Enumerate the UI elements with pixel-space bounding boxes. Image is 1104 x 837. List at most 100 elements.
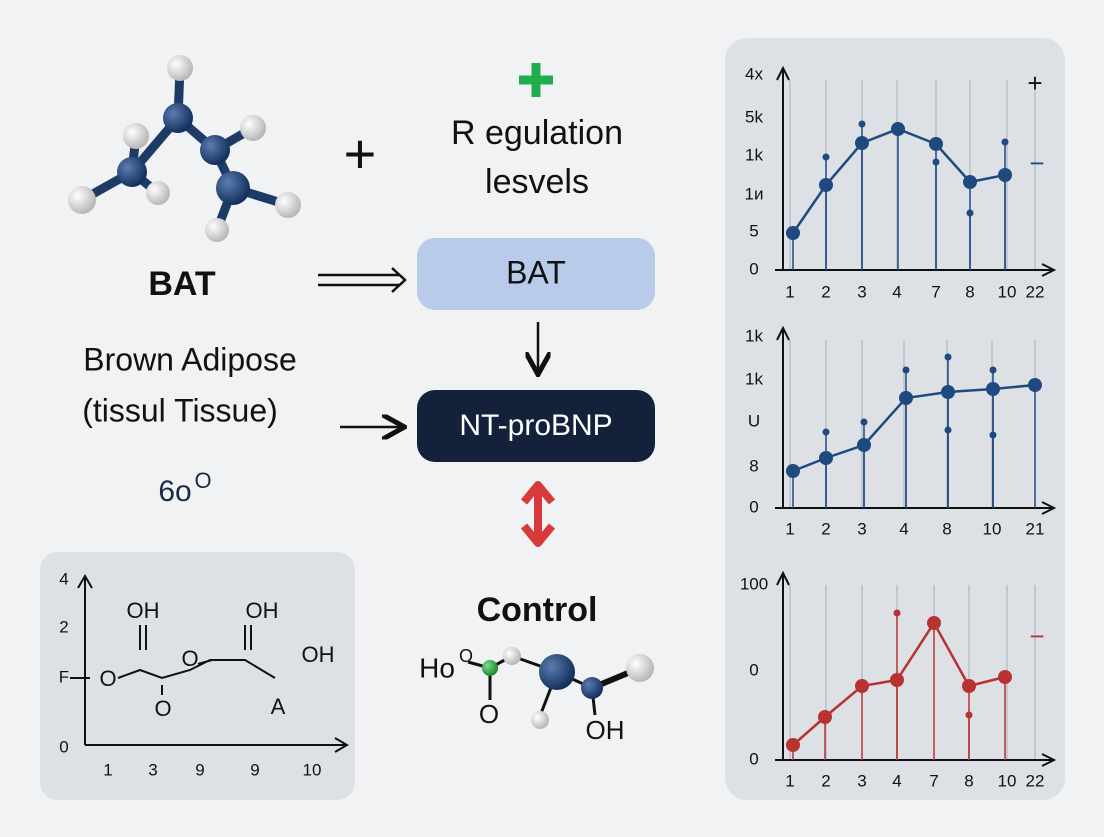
dot <box>962 679 976 693</box>
tick-label: 4 <box>892 282 901 301</box>
code-sup: O <box>194 468 211 493</box>
tick-label: 4 <box>59 569 68 588</box>
tick-label: 4 <box>892 771 901 790</box>
atom: A <box>271 694 286 719</box>
dot <box>944 426 952 434</box>
tick-label: 10 <box>998 771 1017 790</box>
node-label: NT-proBNP <box>459 409 612 442</box>
axes <box>77 574 349 753</box>
plus: + <box>344 122 377 185</box>
tick-label: 3 <box>857 519 866 538</box>
dot <box>902 366 910 374</box>
tick-label: U <box>748 411 760 430</box>
tick-label: 1k <box>745 326 763 345</box>
dot <box>965 711 973 719</box>
dot <box>857 438 871 452</box>
dot <box>927 616 941 630</box>
node <box>417 238 655 310</box>
dot <box>966 209 974 217</box>
label: BAT <box>148 265 216 303</box>
atom: O <box>181 646 198 671</box>
tick-label: 10 <box>998 282 1017 301</box>
atom: O <box>459 646 473 666</box>
node <box>417 390 655 462</box>
tick-label: 100 <box>740 574 768 593</box>
tick-label: 0 <box>749 497 758 516</box>
node-label: BAT <box>506 254 566 290</box>
dot <box>1028 378 1042 392</box>
tick-label: 1k <box>745 369 763 388</box>
panel <box>725 38 1065 800</box>
dot <box>1001 138 1009 146</box>
tick-label: 1 <box>103 760 112 779</box>
tick-label: 0 <box>59 737 68 756</box>
tick-label: 1 <box>785 282 794 301</box>
dot <box>944 353 952 361</box>
dot <box>860 418 868 426</box>
tick-label: 1 <box>785 771 794 790</box>
tick-label: 2 <box>59 617 68 636</box>
dot <box>858 120 866 128</box>
dot <box>891 122 905 136</box>
axes <box>775 65 1057 277</box>
tick-label: 22 <box>1026 771 1045 790</box>
dot <box>963 175 977 189</box>
tick-label: 4x <box>745 64 763 83</box>
tick-label: 2 <box>821 519 830 538</box>
tick-label: 2 <box>821 771 830 790</box>
heading: R egulation <box>451 114 623 152</box>
atom: O <box>154 696 171 721</box>
green-plus <box>519 63 553 97</box>
tick-label: F <box>59 667 69 686</box>
dot <box>986 382 1000 396</box>
tick-label: 0 <box>749 660 758 679</box>
legend: − <box>1029 621 1044 651</box>
tick-label: 5k <box>745 107 763 126</box>
tick-label: 10 <box>303 760 322 779</box>
arrow <box>318 267 407 293</box>
dot <box>899 391 913 405</box>
tick-label: 3 <box>148 760 157 779</box>
tick-label: 3 <box>857 282 866 301</box>
heading: lesvels <box>485 163 589 201</box>
dot <box>822 153 830 161</box>
dot <box>932 158 940 166</box>
tick-label: 7 <box>931 282 940 301</box>
tick-label: 1и <box>745 184 764 203</box>
code: 6o <box>158 475 191 508</box>
dot <box>998 670 1012 684</box>
atom: OH <box>127 598 160 623</box>
dot <box>819 178 833 192</box>
dot <box>822 428 830 436</box>
panel <box>40 552 355 800</box>
tick-label: 4 <box>899 519 908 538</box>
tick-label: 0 <box>749 259 758 278</box>
tick-label: 3 <box>857 771 866 790</box>
dot <box>989 431 997 439</box>
axes <box>775 570 1057 767</box>
tick-label: 8 <box>942 519 951 538</box>
atom: O <box>99 666 116 691</box>
legend: − <box>1029 148 1044 178</box>
label: Control <box>477 591 598 629</box>
molecule <box>68 55 301 242</box>
dot <box>929 137 943 151</box>
dot <box>893 609 901 617</box>
tick-label: 0 <box>749 749 758 768</box>
dot <box>989 366 997 374</box>
dot <box>786 738 800 752</box>
dot <box>855 136 869 150</box>
axes <box>775 325 1057 515</box>
dot <box>890 673 904 687</box>
tick-label: 8 <box>964 771 973 790</box>
dot <box>855 679 869 693</box>
dot <box>998 168 1012 182</box>
tick-label: 8 <box>749 456 758 475</box>
label: (tissul Tissue) <box>82 392 278 428</box>
tick-label: 7 <box>929 771 938 790</box>
red-arrow <box>520 481 556 547</box>
atom: O <box>479 699 499 729</box>
atom: OH <box>586 715 625 745</box>
tick-label: 9 <box>250 760 259 779</box>
dot <box>786 226 800 240</box>
